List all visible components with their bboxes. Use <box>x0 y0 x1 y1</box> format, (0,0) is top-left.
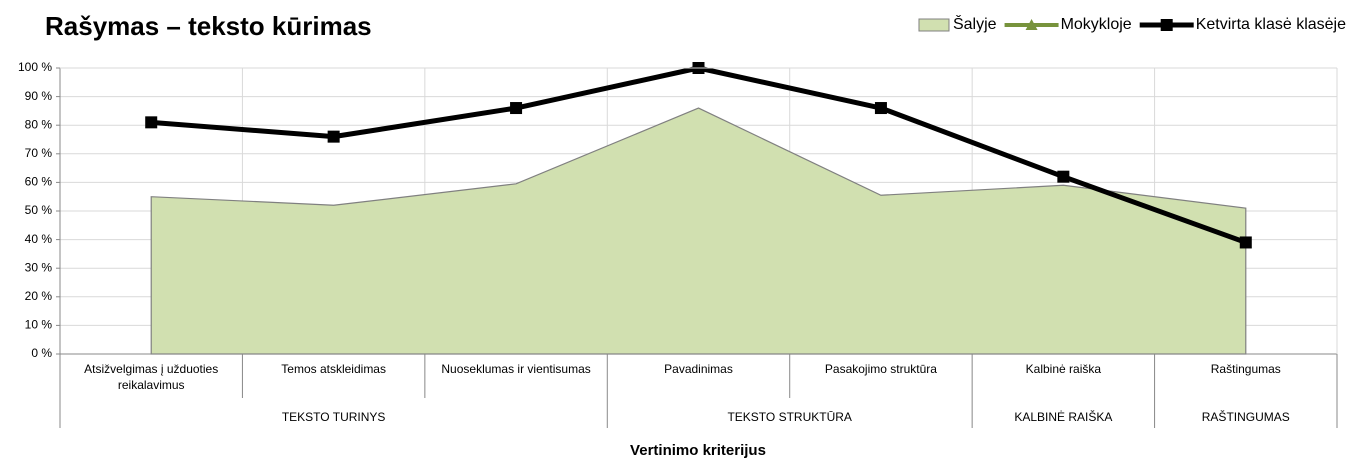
chart-title: Rašymas – teksto kūrimas <box>45 11 372 41</box>
legend-label: Ketvirta klasė klasėje <box>1196 16 1346 33</box>
group-label: RAŠTINGUMAS <box>1202 409 1290 424</box>
y-tick-label: 30 % <box>25 260 53 274</box>
x-tick-label: Pasakojimo struktūra <box>825 362 937 376</box>
x-tick-label: Kalbinė raiška <box>1026 362 1102 376</box>
y-tick-label: 50 % <box>25 203 53 217</box>
marker <box>1239 236 1252 249</box>
x-tick-label: Atsižvelgimas į užduoties reikalavimus <box>84 362 218 392</box>
x-tick-label: Temos atskleidimas <box>281 362 386 376</box>
marker <box>510 102 523 115</box>
marker <box>327 130 340 143</box>
y-tick-label: 0 % <box>31 346 52 360</box>
y-tick-label: 100 % <box>18 60 52 74</box>
marker <box>145 116 158 129</box>
y-tick-label: 60 % <box>25 175 53 189</box>
group-label: KALBINĖ RAIŠKA <box>1014 409 1112 424</box>
legend: Šalyje Mokykloje Ketvirta klasė klasėje <box>918 14 1346 33</box>
marker <box>874 102 887 115</box>
y-tick-label: 40 % <box>25 232 53 246</box>
y-tick-label: 70 % <box>25 146 53 160</box>
y-tick-label: 10 % <box>25 318 53 332</box>
legend-marker <box>1160 19 1173 31</box>
legend-label: Šalyje <box>953 14 997 33</box>
area <box>150 107 1247 355</box>
group-label: TEKSTO TURINYS <box>282 410 386 424</box>
y-tick-label: 20 % <box>25 289 53 303</box>
x-tick-label: Raštingumas <box>1211 362 1281 376</box>
legend-swatch <box>918 18 950 32</box>
y-tick-label: 80 % <box>25 117 53 131</box>
legend-marker <box>1025 19 1038 30</box>
marker <box>1057 170 1070 183</box>
x-tick-label: Nuoseklumas ir vientisumas <box>441 362 590 376</box>
legend-label: Mokykloje <box>1061 16 1132 33</box>
group-label: TEKSTO STRUKTŪRA <box>727 410 851 424</box>
y-tick-label: 90 % <box>25 89 53 103</box>
x-axis-title: Vertinimo kriterijus <box>630 442 766 459</box>
x-tick-label: Pavadinimas <box>664 362 733 376</box>
